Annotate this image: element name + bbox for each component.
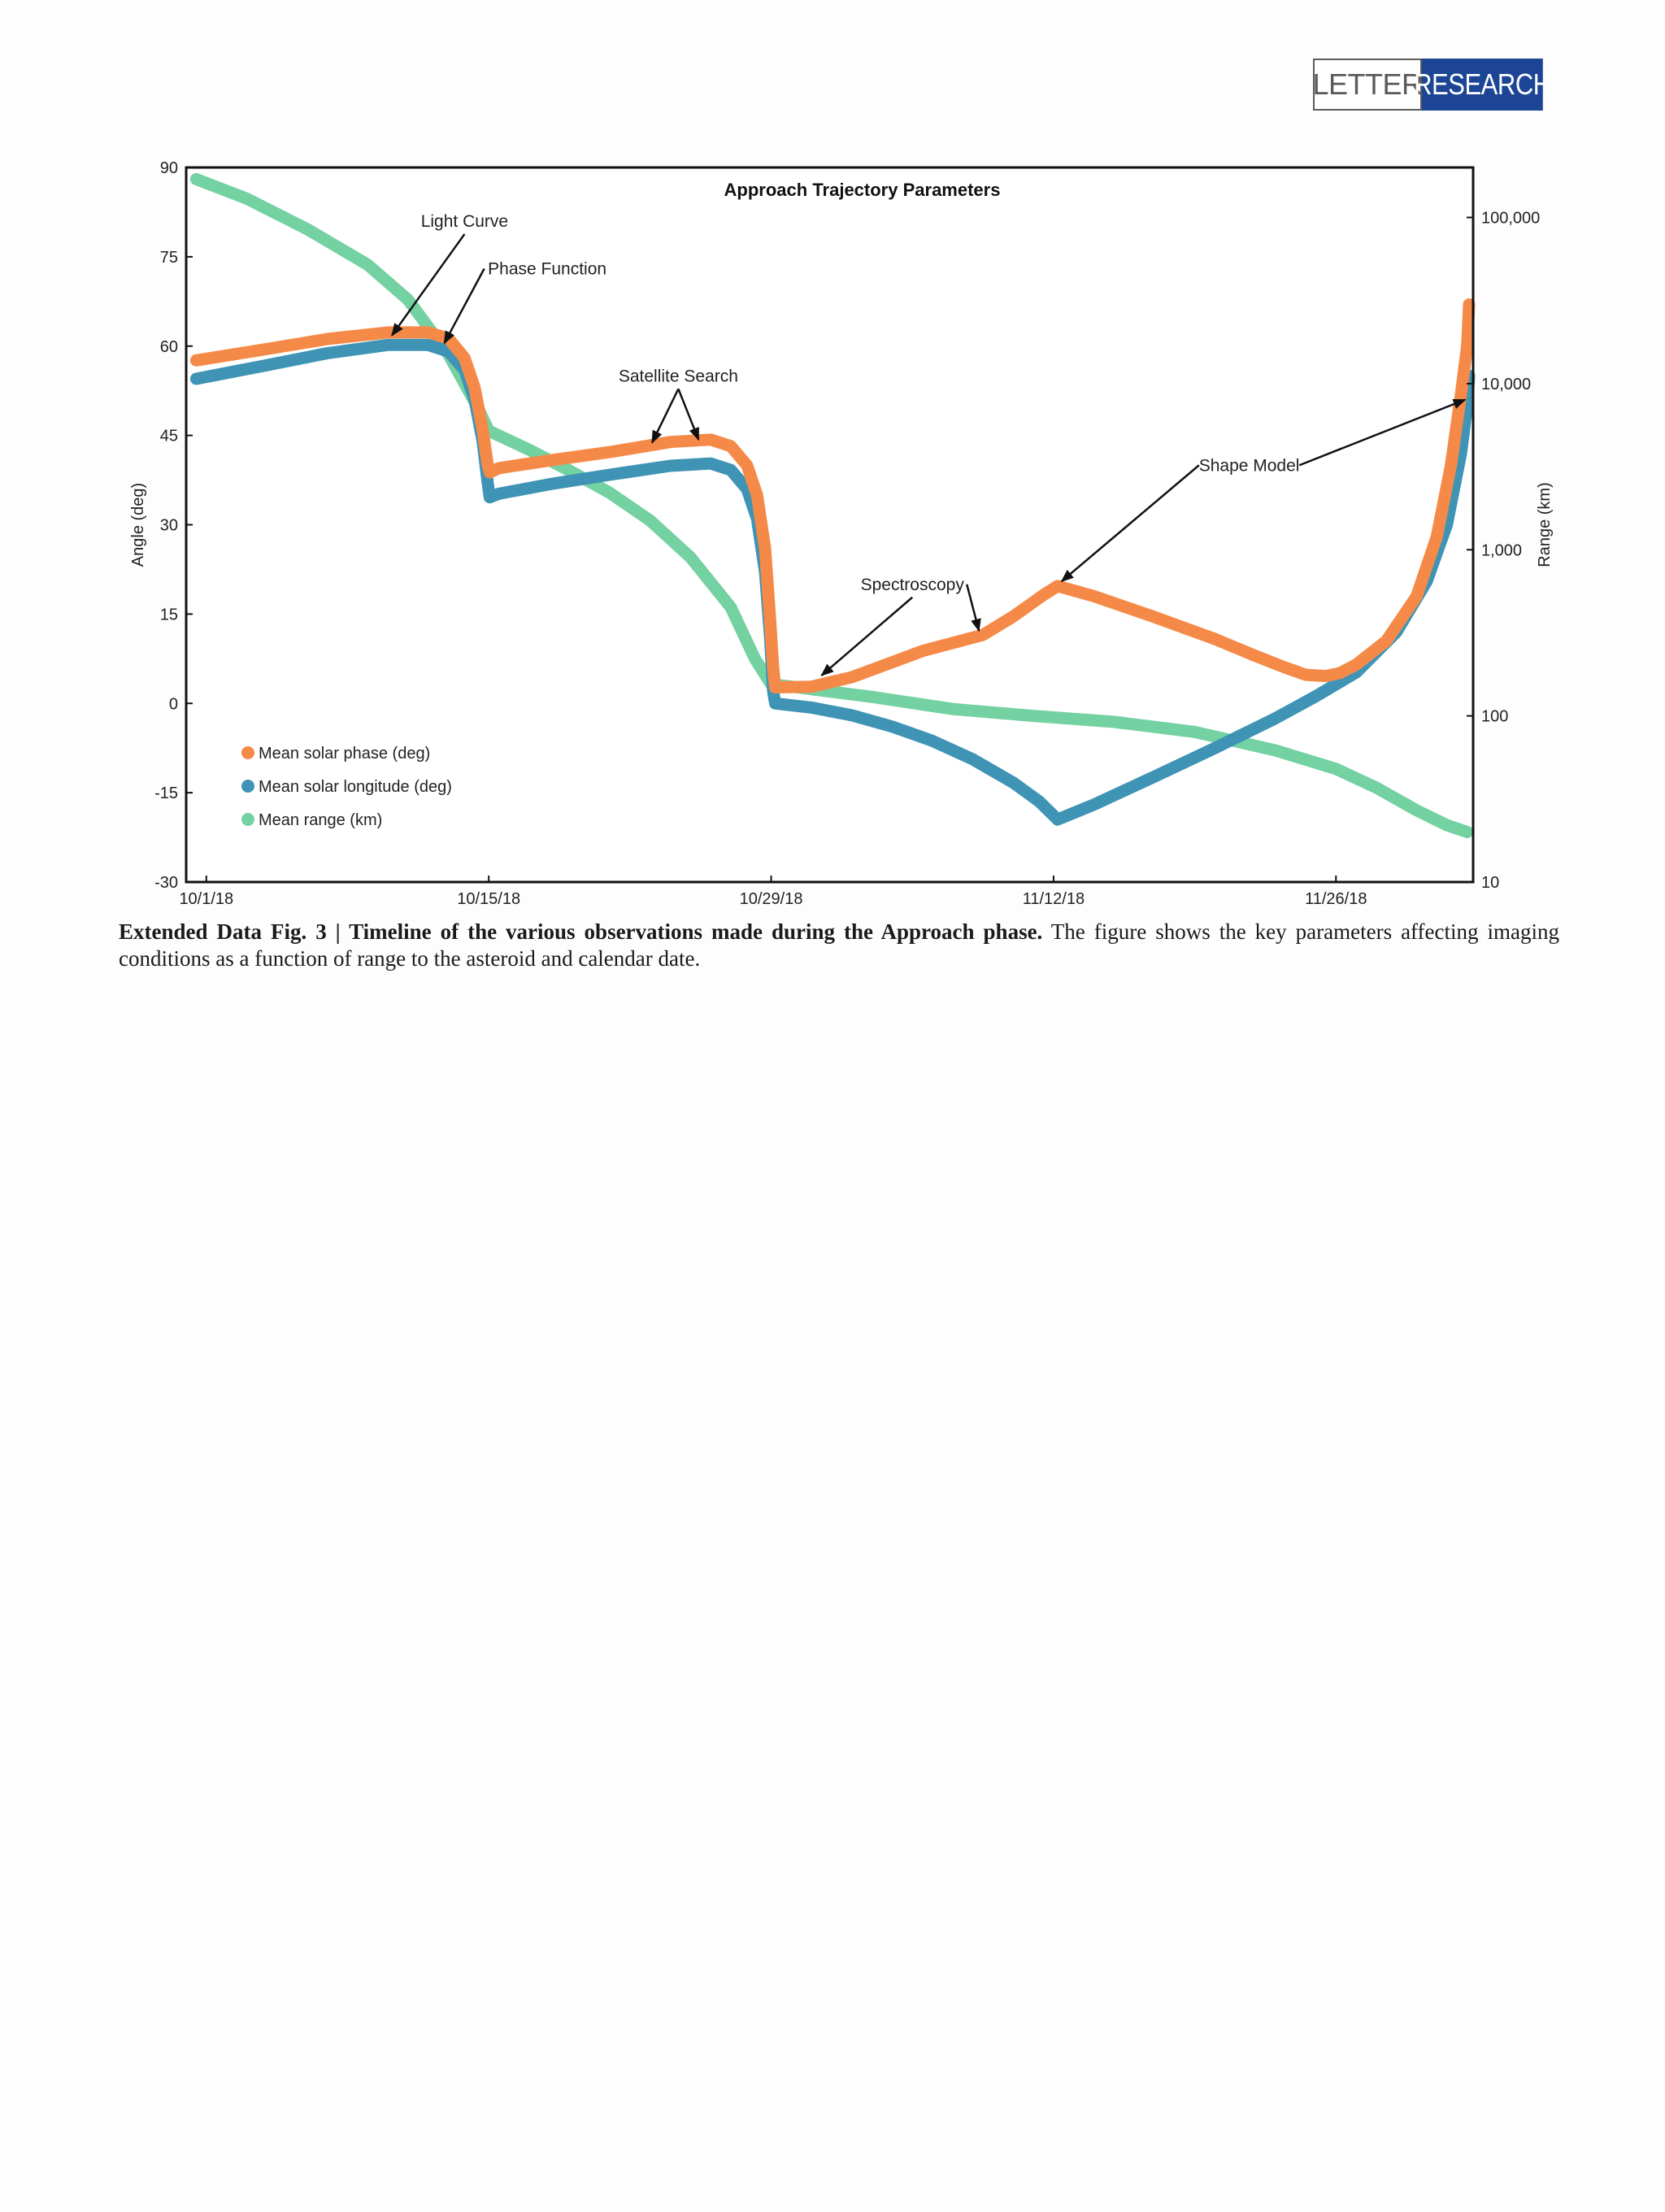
annotation-label: Shape Model [1199,456,1300,475]
x-tick-label: 11/26/18 [1305,890,1367,908]
y-tick-label: -15 [154,784,178,802]
annotation-arrow [651,388,680,444]
annotation-arrow [966,584,981,632]
legend-label: Mean solar longitude (deg) [259,778,452,796]
x-tick-label: 10/1/18 [179,890,233,908]
y-tick-label: 45 [160,428,178,445]
x-tick-label: 10/29/18 [740,890,803,908]
annotation-arrow [820,596,914,676]
caption-text: The figure shows the key parameters affe… [119,919,1559,971]
y2-tick-label: 100 [1481,708,1508,726]
badge-research: RESEARCH [1414,59,1551,111]
annotation-arrow [1060,464,1200,583]
y2-tick-label: 100,000 [1481,210,1540,228]
legend-label: Mean solar phase (deg) [259,745,430,763]
y-tick-label: 30 [160,517,178,535]
annotation-label: Spectroscopy [861,576,965,594]
series-line-0 [189,298,1476,693]
annotation-label: Light Curve [421,212,508,231]
caption-bold: Extended Data Fig. 3 | Timeline of the v… [119,919,1043,944]
y-tick-label: 75 [160,249,178,267]
x-tick-label: 11/12/18 [1023,890,1085,908]
y2-tick-label: 10,000 [1481,376,1531,393]
y-axis-label: Angle (deg) [129,483,147,567]
chart-title: Approach Trajectory Parameters [724,180,1001,200]
annotation-arrow [443,267,485,345]
y2-tick-label: 1,000 [1481,541,1522,559]
annotation-arrow [677,388,700,441]
y2-tick-label: 10 [1481,874,1499,892]
y-tick-label: -30 [154,874,178,892]
y-tick-label: 15 [160,606,178,624]
annotation-arrow [1298,398,1467,467]
y2-axis-label: Range (km) [1536,482,1554,567]
annotation-arrow [391,233,466,337]
y-tick-label: 0 [169,695,178,713]
legend-marker [241,813,254,826]
annotation-label: Phase Function [488,260,606,279]
badge-letter: LETTER [1312,59,1423,111]
annotation-label: Satellite Search [619,367,738,385]
y-tick-label: 90 [160,159,178,177]
legend-marker [241,746,254,759]
x-tick-label: 10/15/18 [457,890,520,908]
figure-caption: Extended Data Fig. 3 | Timeline of the v… [119,919,1559,972]
legend-marker [241,780,254,793]
article-type-badge: LETTER RESEARCH [1312,59,1563,111]
legend-label: Mean range (km) [259,811,382,829]
y-tick-label: 60 [160,338,178,356]
